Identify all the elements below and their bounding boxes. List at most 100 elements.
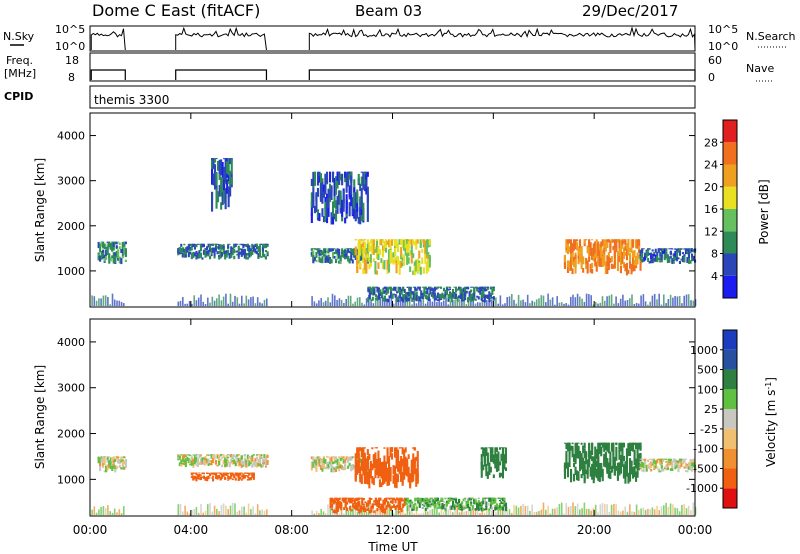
echo-cell	[319, 190, 322, 202]
echo-cell	[583, 241, 586, 247]
echo-cell	[246, 454, 249, 459]
echo-cell	[218, 159, 221, 175]
echo-cell	[206, 250, 209, 256]
clutter-cell	[529, 303, 531, 307]
echo-cell	[430, 287, 433, 291]
echo-cell	[465, 502, 468, 507]
echo-cell	[568, 239, 571, 243]
echo-cell	[252, 472, 255, 475]
echo-cell	[600, 447, 603, 457]
echo-cell	[186, 454, 189, 456]
velocity-colorbar-cell	[723, 369, 737, 390]
echo-cell	[181, 462, 184, 465]
echo-cell	[377, 287, 380, 292]
echo-cell	[381, 466, 384, 480]
echo-cell	[444, 497, 447, 500]
echo-cell	[680, 258, 683, 261]
echo-cell	[577, 442, 580, 444]
clutter-cell	[252, 296, 254, 307]
echo-cell	[105, 246, 108, 250]
echo-cell	[582, 268, 585, 273]
echo-cell	[470, 497, 473, 499]
echo-cell	[184, 458, 187, 464]
echo-cell	[470, 501, 473, 505]
echo-cell	[439, 294, 442, 299]
echo-cell	[503, 502, 506, 507]
echo-cell	[193, 458, 196, 464]
echo-cell	[388, 286, 391, 288]
echo-cell	[214, 164, 217, 180]
echo-cell	[574, 454, 577, 465]
echo-cell	[498, 472, 501, 478]
ytick-label: 1000	[57, 473, 85, 486]
echo-cell	[335, 460, 338, 463]
echo-cell	[632, 239, 635, 248]
echo-cell	[245, 255, 248, 260]
echo-cell	[215, 172, 218, 185]
echo-cell	[411, 291, 414, 294]
clutter-cell	[508, 509, 511, 516]
echo-cell	[230, 248, 233, 253]
clutter-cell	[113, 299, 116, 307]
echo-cell	[360, 447, 363, 458]
echo-cell	[378, 239, 381, 242]
echo-cell	[600, 241, 603, 253]
cpid-row: CPID themis 3300	[4, 85, 696, 109]
clutter-cell	[352, 504, 354, 516]
echo-cell	[391, 497, 394, 500]
echo-cell	[374, 497, 377, 500]
echo-cell	[220, 202, 223, 210]
echo-cell	[227, 454, 230, 456]
echo-cell	[680, 462, 683, 467]
echo-cell	[212, 454, 215, 459]
velocity-colorbar-tick-label: -100	[693, 443, 718, 456]
echo-cell	[336, 254, 339, 260]
clutter-cell	[200, 294, 202, 307]
echo-cell	[388, 504, 391, 508]
echo-cell	[362, 183, 365, 190]
echo-cell	[407, 454, 410, 459]
echo-cell	[230, 477, 233, 479]
echo-cell	[377, 247, 380, 254]
echo-cell	[374, 249, 377, 253]
echo-cell	[410, 459, 413, 473]
echo-cell	[456, 504, 459, 507]
clutter-cell	[638, 303, 640, 307]
echo-cell	[405, 498, 408, 501]
echo-cell	[183, 248, 186, 253]
echo-cell	[579, 252, 582, 263]
echo-cell	[216, 472, 219, 474]
echo-cell	[375, 458, 378, 476]
echo-cell	[192, 476, 195, 480]
echo-cell	[452, 295, 455, 298]
echo-cell	[335, 176, 338, 195]
clutter-cell	[533, 512, 536, 516]
clutter-cell	[109, 511, 111, 516]
freq-tick-bottom: 8	[68, 71, 75, 84]
echo-cell	[641, 461, 644, 467]
echo-cell	[378, 239, 381, 246]
echo-cell	[97, 255, 100, 258]
echo-cell	[387, 298, 390, 303]
echo-cell	[401, 239, 404, 249]
clutter-cell	[370, 301, 372, 307]
echo-cell	[345, 456, 348, 460]
echo-cell	[576, 242, 579, 251]
echo-cell	[462, 505, 465, 508]
clutter-cell	[638, 509, 640, 516]
echo-cell	[313, 463, 316, 469]
echo-cell	[501, 502, 504, 505]
clutter-cell	[660, 506, 663, 516]
echo-cell	[345, 199, 348, 214]
echo-cell	[486, 294, 489, 299]
echo-cell	[406, 462, 409, 472]
echo-cell	[353, 197, 356, 206]
clutter-cell	[395, 506, 397, 516]
echo-cell	[633, 466, 636, 478]
clutter-cell	[442, 300, 445, 306]
echo-cell	[368, 510, 371, 514]
echo-cell	[423, 498, 426, 503]
echo-cell	[427, 293, 430, 298]
echo-cell	[219, 478, 222, 481]
echo-cell	[450, 297, 453, 303]
